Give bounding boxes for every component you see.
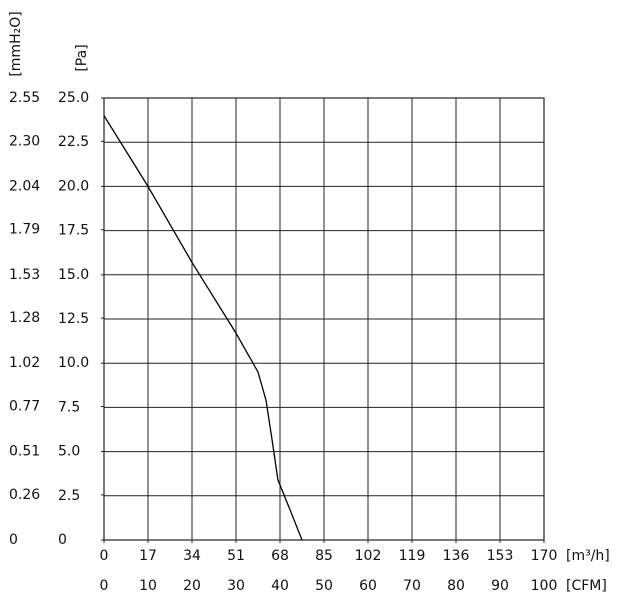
x-tick-label: 0 [100,548,109,564]
x-tick-label: 17 [139,548,157,564]
x2-tick-label: 100 [531,578,558,594]
x2-tick-label: 90 [491,578,509,594]
y-tick-label: 0 [58,532,67,548]
y-tick-label: 20.0 [58,178,89,194]
x-axis-label: [m³/h] [566,548,610,564]
x-tick-label: 85 [315,548,333,564]
x2-tick-label: 50 [315,578,333,594]
y-tick-label: 25.0 [58,90,89,106]
y-tick-label: 22.5 [58,134,89,150]
y2-tick-label: 1.02 [9,355,40,371]
y-tick-label: 15.0 [58,267,89,283]
x-tick-label: 170 [531,548,558,564]
y2-tick-label: 0.77 [9,399,40,415]
x2-tick-label: 30 [227,578,245,594]
x-tick-label: 119 [399,548,426,564]
y-tick-label: 17.5 [58,223,89,239]
y-tick-label: 12.5 [58,311,89,327]
curve [103,115,303,541]
x2-axis-label: [CFM] [566,578,607,594]
x2-tick-label: 70 [403,578,421,594]
x-tick-label: 68 [271,548,289,564]
y2-tick-label: 0.26 [9,487,40,503]
y2-tick-label: 1.28 [9,310,40,326]
x-tick-label: 51 [227,548,245,564]
x-tick-label: 34 [183,548,201,564]
x-tick-label: 136 [443,548,470,564]
x2-tick-label: 20 [183,578,201,594]
y2-tick-label: 2.30 [9,133,40,149]
x2-tick-label: 0 [100,578,109,594]
y2-tick-label: 2.04 [9,178,40,194]
y-axis-label: [Pa] [74,44,90,71]
x-tick-label: 153 [487,548,514,564]
y2-axis-label: [mmH₂O] [8,11,24,76]
y-tick-label: 5.0 [58,444,80,460]
x2-tick-label: 80 [447,578,465,594]
x2-tick-label: 40 [271,578,289,594]
y2-tick-label: 1.79 [9,222,40,238]
y2-tick-label: 2.55 [9,90,40,106]
y-tick-label: 2.5 [58,488,80,504]
y2-tick-label: 0.51 [9,444,40,460]
x2-tick-label: 60 [359,578,377,594]
y-tick-label: 7.5 [58,399,80,415]
x2-tick-label: 10 [139,578,157,594]
y2-tick-label: 1.53 [9,267,40,283]
y-tick-label: 10.0 [58,355,89,371]
y2-tick-label: 0 [9,532,18,548]
x-tick-label: 102 [355,548,382,564]
